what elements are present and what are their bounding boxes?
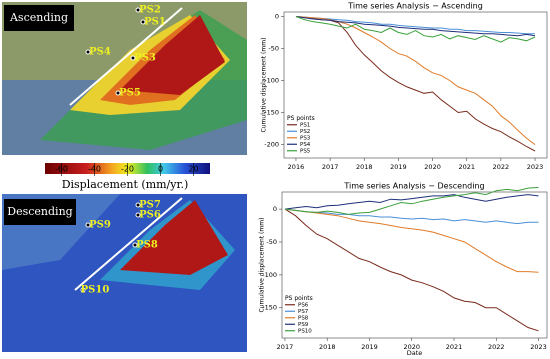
legend-label: PS8 bbox=[298, 315, 309, 321]
ps-label: PS7 bbox=[139, 200, 161, 211]
legend-label: PS3 bbox=[300, 135, 311, 141]
legend-label: PS9 bbox=[298, 322, 309, 328]
colorbar-tick-label: -20 bbox=[121, 165, 134, 174]
legend-label: PS7 bbox=[298, 309, 309, 315]
y-axis-label: Cumulative displacement (mm) bbox=[259, 218, 266, 313]
ps-label: PS6 bbox=[139, 210, 161, 221]
y-tick-label: -200 bbox=[264, 141, 279, 149]
chart-title: Time series Analysis − Ascending bbox=[347, 2, 483, 11]
series-line bbox=[295, 16, 535, 35]
y-tick-label: 0 bbox=[275, 12, 279, 20]
map-descending bbox=[2, 194, 247, 352]
x-tick-label: 2020 bbox=[424, 163, 441, 171]
legend-label: PS6 bbox=[298, 302, 309, 308]
map-ascending bbox=[2, 2, 247, 155]
y-tick-label: -100 bbox=[264, 77, 279, 85]
ps-label: PS3 bbox=[134, 53, 156, 64]
ps-marker bbox=[130, 55, 136, 61]
x-tick-label: 2018 bbox=[319, 343, 336, 351]
ps-marker bbox=[132, 242, 138, 248]
y-tick-label: -150 bbox=[264, 109, 279, 117]
series-line bbox=[295, 16, 536, 152]
x-tick-label: 2021 bbox=[446, 343, 463, 351]
legend-label: PS5 bbox=[300, 148, 311, 154]
ps-marker bbox=[85, 222, 91, 228]
series-line bbox=[295, 16, 536, 37]
chart-title: Time series Analysis − Descending bbox=[343, 182, 484, 191]
x-tick-label: 2017 bbox=[277, 343, 294, 351]
y-tick-label: -100 bbox=[262, 271, 277, 279]
ps-marker bbox=[85, 49, 91, 55]
series-line bbox=[284, 208, 539, 225]
ps-label: PS1 bbox=[144, 17, 166, 28]
map-title: Ascending bbox=[9, 11, 68, 24]
ps-marker bbox=[140, 19, 146, 25]
series-line bbox=[284, 186, 539, 215]
x-tick-label: 2016 bbox=[288, 163, 305, 171]
colorbar-label: Displacement (mm/yr.) bbox=[62, 178, 189, 191]
x-tick-label: 2021 bbox=[458, 163, 475, 171]
ps-label: PS8 bbox=[136, 240, 158, 251]
series-line bbox=[295, 16, 536, 43]
colorbar-tick-label: -40 bbox=[88, 165, 101, 174]
x-tick-label: 2023 bbox=[530, 343, 547, 351]
series-line bbox=[284, 194, 539, 210]
series-line bbox=[284, 208, 539, 273]
ps-marker bbox=[135, 212, 141, 218]
ps-label: PS4 bbox=[89, 47, 111, 58]
x-tick-label: 2019 bbox=[390, 163, 407, 171]
y-axis-label: Cumulative displacement (mm) bbox=[261, 38, 268, 133]
x-tick-label: 2022 bbox=[488, 343, 505, 351]
ps-marker bbox=[135, 7, 141, 13]
series-line bbox=[284, 208, 539, 332]
colorbar-tick-label: 20 bbox=[188, 165, 198, 174]
ps-marker bbox=[115, 90, 121, 96]
ps-label: PS2 bbox=[139, 5, 161, 16]
legend-title: PS points bbox=[285, 295, 313, 302]
y-tick-label: -50 bbox=[266, 238, 277, 246]
y-tick-label: -150 bbox=[262, 304, 277, 312]
legend-label: PS2 bbox=[300, 129, 310, 135]
x-tick-label: 2019 bbox=[361, 343, 378, 351]
legend-label: PS1 bbox=[300, 122, 310, 128]
y-tick-label: -50 bbox=[268, 45, 279, 53]
x-axis-label: Date bbox=[407, 349, 423, 355]
ps-label: PS10 bbox=[81, 285, 110, 296]
x-tick-label: 2017 bbox=[322, 163, 339, 171]
legend-title: PS points bbox=[287, 115, 315, 122]
x-tick-label: 2020 bbox=[403, 343, 420, 351]
legend-label: PS4 bbox=[300, 142, 311, 148]
ps-marker bbox=[80, 287, 86, 293]
x-tick-label: 2022 bbox=[493, 163, 510, 171]
colorbar-tick-label: -60 bbox=[55, 165, 68, 174]
ps-label: PS5 bbox=[119, 88, 141, 99]
x-tick-label: 2023 bbox=[527, 163, 544, 171]
colorbar-tick-label: 0 bbox=[158, 165, 163, 174]
ps-label: PS9 bbox=[89, 220, 111, 231]
x-tick-label: 2018 bbox=[356, 163, 373, 171]
y-tick-label: 0 bbox=[273, 205, 277, 213]
ps-marker bbox=[135, 202, 141, 208]
map-title: Descending bbox=[7, 205, 72, 218]
legend-label: PS10 bbox=[298, 328, 312, 334]
